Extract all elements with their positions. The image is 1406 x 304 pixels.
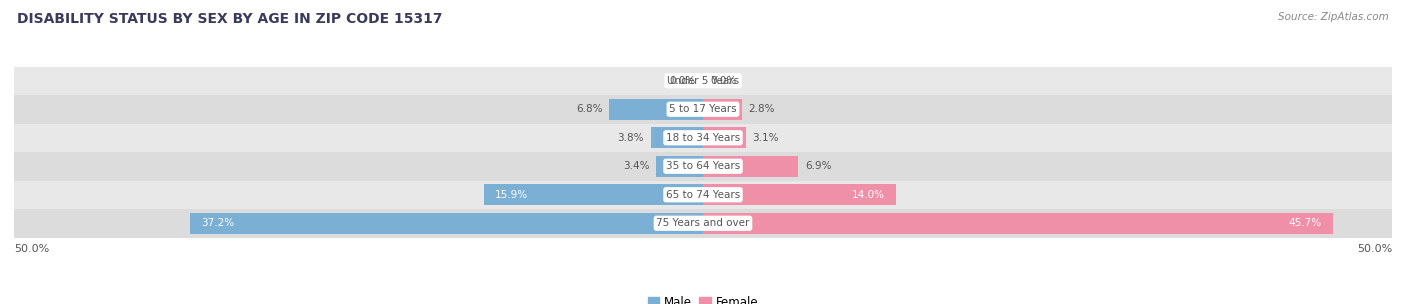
Text: 35 to 64 Years: 35 to 64 Years	[666, 161, 740, 171]
Bar	[14, 67, 1392, 95]
Text: 0.0%: 0.0%	[669, 76, 696, 86]
Text: 6.8%: 6.8%	[576, 104, 602, 114]
Bar	[14, 123, 1392, 152]
Bar	[703, 156, 799, 177]
Text: 75 Years and over: 75 Years and over	[657, 218, 749, 228]
Bar	[657, 156, 703, 177]
Text: 50.0%: 50.0%	[1357, 244, 1392, 254]
Bar	[14, 95, 1392, 123]
Text: 65 to 74 Years: 65 to 74 Years	[666, 190, 740, 200]
Bar	[14, 152, 1392, 181]
Bar	[14, 209, 1392, 237]
Text: Under 5 Years: Under 5 Years	[666, 76, 740, 86]
Bar	[703, 98, 741, 120]
Legend: Male, Female: Male, Female	[643, 292, 763, 304]
Text: DISABILITY STATUS BY SEX BY AGE IN ZIP CODE 15317: DISABILITY STATUS BY SEX BY AGE IN ZIP C…	[17, 12, 443, 26]
Text: 15.9%: 15.9%	[495, 190, 529, 200]
Bar	[14, 181, 1392, 209]
Bar	[703, 127, 745, 148]
Text: 5 to 17 Years: 5 to 17 Years	[669, 104, 737, 114]
Bar	[703, 184, 896, 206]
Text: 37.2%: 37.2%	[201, 218, 235, 228]
Text: 3.4%: 3.4%	[623, 161, 650, 171]
Text: 18 to 34 Years: 18 to 34 Years	[666, 133, 740, 143]
Text: 6.9%: 6.9%	[806, 161, 831, 171]
Bar	[484, 184, 703, 206]
Bar	[651, 127, 703, 148]
Text: 14.0%: 14.0%	[852, 190, 884, 200]
Text: 3.8%: 3.8%	[617, 133, 644, 143]
Text: 0.0%: 0.0%	[710, 76, 737, 86]
Bar	[703, 212, 1333, 234]
Bar	[190, 212, 703, 234]
Text: 3.1%: 3.1%	[752, 133, 779, 143]
Text: 2.8%: 2.8%	[748, 104, 775, 114]
Text: 50.0%: 50.0%	[14, 244, 49, 254]
Bar	[609, 98, 703, 120]
Text: 45.7%: 45.7%	[1288, 218, 1322, 228]
Text: Source: ZipAtlas.com: Source: ZipAtlas.com	[1278, 12, 1389, 22]
